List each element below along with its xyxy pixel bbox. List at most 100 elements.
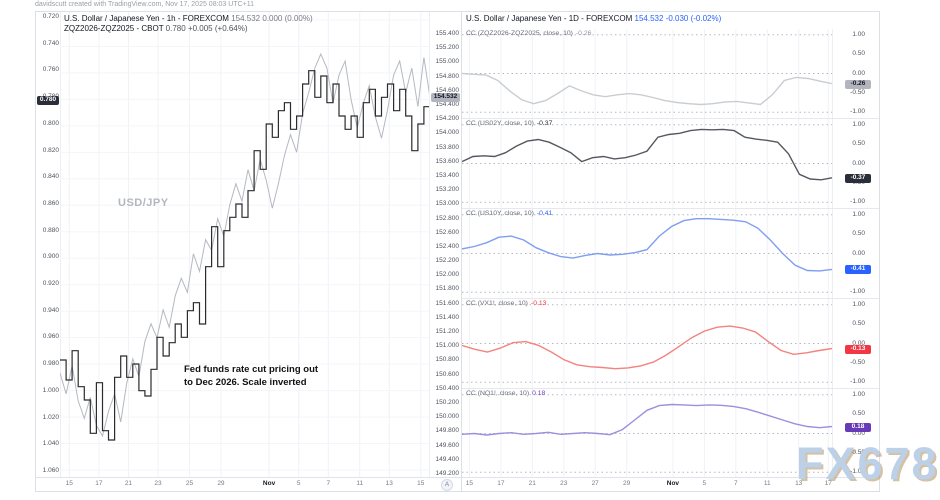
axis-tick: 151.600 [435,299,460,307]
cc-pane-1[interactable]: CC (ZQZ2026-ZQZ2025, close, 10) -0.26 1.00… [462,29,879,118]
legend-row-spread[interactable]: ZQZ2026-ZQZ2025 - CBOT 0.780 +0.005 (+0.… [64,24,313,34]
axis-tick: 152.800 [435,214,460,222]
axis-tick: -1.00 [850,288,865,295]
symbol-change: 0.000 (0.00%) [262,14,313,23]
cc-value-badge: -0.26 [845,80,871,89]
axis-tick: 150.400 [435,384,460,392]
axis-tick: 153.000 [435,200,460,208]
correlation-panes: CC (ZQZ2026-ZQZ2025, close, 10) -0.26 1.00… [462,29,879,478]
symbol-title: U.S. Dollar / Japanese Yen - 1D - FOREXC… [466,14,633,23]
cc-pane-5[interactable]: CC (NQ1!, close, 10) 0.18 1.00 0.50 0.00 -0.5… [462,388,879,478]
left-chart-panel: 0.780 0.720 0.740 0.760 0.780 0.800 0.820 0.84… [35,11,462,492]
axis-tick: 150.000 [435,413,460,421]
cc-pane-3[interactable]: CC (US10Y, close, 10)-0.41 1.00 0.50 0.00 -0… [462,208,879,298]
time-tick: 5 [296,480,301,487]
axis-tick: 0.960 [42,333,59,341]
axis-tick: 154.200 [435,115,460,123]
axis-tick: 152.000 [435,271,460,279]
axis-tick: 151.000 [435,342,460,350]
usdjpy-price-scale[interactable]: 154.532 155.400 155.200 155.000 154.800 154.… [429,12,461,478]
fx678-watermark: FX678 [796,438,939,489]
right-time-axis[interactable]: 15 17 21 23 27 29 Nov 5 7 11 13 17 [462,477,879,491]
axis-tick: 149.200 [435,470,460,477]
axis-tick: 0.00 [852,340,865,347]
axis-tick: 0.50 [852,140,865,147]
spread-change: +0.005 (+0.64%) [187,24,248,33]
cc-pane-label: CC (US02Y, close, 10) -0.37 [466,120,553,127]
cc-pane-scale[interactable]: 1.00 0.50 0.00 -0.50 -1.00 -0.37 [832,119,879,208]
axis-tick: 0.50 [852,320,865,327]
time-tick: 17 [824,480,832,487]
right-chart-panel: U.S. Dollar / Japanese Yen - 1D - FOREXC… [462,11,880,492]
axis-tick: 1.00 [852,211,865,218]
cc-pane-label: CC (US10Y, close, 10) -0.41 [466,210,553,217]
auto-scale-button[interactable]: A [441,479,453,491]
cc-pane-scale[interactable]: 1.00 0.50 0.00 -0.50 -1.00 -0.13 [832,299,879,388]
right-chart-legend[interactable]: U.S. Dollar / Japanese Yen - 1D - FOREXC… [466,14,721,24]
left-chart-legend[interactable]: U.S. Dollar / Japanese Yen - 1h - FOREXC… [64,14,313,34]
time-tick: 7 [733,480,738,487]
time-tick: 25 [185,480,194,487]
time-tick: 15 [465,480,474,487]
time-tick: 11 [356,480,364,487]
axis-tick: -1.00 [850,108,865,115]
axis-tick: 155.000 [435,58,460,66]
axis-tick: 150.200 [435,399,460,407]
axis-tick: -1.00 [850,378,865,385]
symbol-price: 154.532 [231,14,261,23]
left-chart-plot[interactable]: U.S. Dollar / Japanese Yen - 1h - FOREXC… [59,12,431,478]
axis-tick: 1.00 [852,301,865,308]
axis-tick: 153.400 [435,171,460,179]
axis-tick: -1.00 [850,198,865,205]
time-tick: 29 [623,480,631,487]
axis-tick: 1.060 [42,467,59,474]
axis-tick: 149.400 [435,455,460,463]
axis-tick: 1.00 [852,31,865,38]
axis-tick: 1.020 [42,413,59,421]
axis-tick: 0.00 [852,430,865,437]
axis-tick: 0.00 [852,250,865,257]
axis-tick: 0.760 [42,66,59,74]
axis-tick: -0.50 [850,449,865,456]
time-tick: 17 [95,480,103,487]
time-tick: 21 [528,480,536,487]
cc-pane-label: CC (NQ1!, close, 10) 0.18 [466,390,546,397]
axis-tick: 0.920 [42,280,59,288]
spread-price-scale[interactable]: 0.780 0.7200.7400.7600.7800.8000.8200.84… [36,12,61,478]
cc-pane-scale[interactable]: 1.000.500.00-0.50-1.00-0.41 [832,209,879,298]
time-tick: 21 [124,480,133,487]
axis-tick: 0.50 [852,230,865,237]
axis-tick: 0.860 [42,199,59,207]
left-time-axis[interactable]: A 15 17 21 23 25 29 Nov 5 7 11 13 15 [36,477,461,491]
axis-tick: 154.800 [435,72,460,80]
axis-tick: 151.800 [435,285,460,293]
annotation-text-drawing[interactable]: Fed funds rate cut pricing out to Dec 20… [184,364,319,388]
axis-tick: 154.400 [435,100,460,108]
axis-tick: 152.200 [435,257,460,265]
legend-row-usdjpy[interactable]: U.S. Dollar / Japanese Yen - 1h - FOREXC… [64,14,313,24]
axis-tick: 151.400 [435,313,460,321]
axis-tick: 1.00 [852,391,865,398]
time-tick: 23 [560,480,568,487]
time-tick: 17 [497,480,505,487]
price-chart-canvas[interactable] [59,12,431,478]
axis-tick: 0.940 [42,306,59,314]
axis-tick: 151.200 [435,328,460,336]
cc-value-badge: -0.41 [845,265,871,274]
axis-tick: 0.50 [852,50,865,57]
cc-value-badge: -0.37 [845,174,871,183]
time-tick: Nov [666,480,680,487]
axis-tick: 0.900 [42,253,59,261]
axis-tick: 0.00 [852,70,865,77]
cc-pane-4[interactable]: CC (VX1!, close, 10) -0.13 1.00 0.50 0.00 -0.… [462,298,879,388]
cc-pane-scale[interactable]: 1.00 0.50 0.00 -0.50 -1.00 -0.26 [832,29,879,118]
axis-tick: 1.040 [42,440,59,448]
axis-tick: 150.600 [435,370,460,378]
cc-value-badge: -0.13 [845,345,871,354]
cc-pane-scale[interactable]: 1.00 0.50 0.00 -0.50 -1.00 0.18 [832,389,879,478]
axis-tick: 153.200 [435,186,460,194]
axis-tick: 0.50 [852,410,865,417]
cc-pane-2[interactable]: CC (US02Y, close, 10) -0.37 1.00 0.50 0.00 -0… [462,118,879,208]
spread-price-badge: 0.780 [37,96,59,105]
